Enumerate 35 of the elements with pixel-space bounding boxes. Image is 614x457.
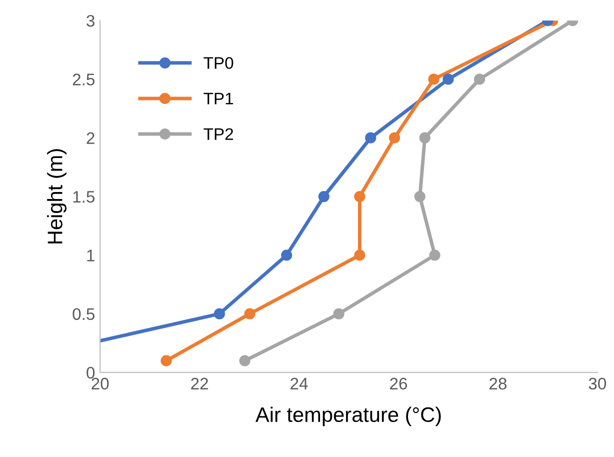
point xyxy=(419,132,430,144)
legend-label: TP0 xyxy=(204,57,234,69)
point xyxy=(214,308,225,320)
y-tick-label: 1 xyxy=(87,250,94,262)
y-tick-label: 0 xyxy=(86,366,95,379)
point xyxy=(429,250,440,261)
point xyxy=(428,74,440,85)
y-tick-label: 0.5 xyxy=(72,308,95,320)
x-axis-title: Air temperature (°C) xyxy=(255,406,441,426)
point xyxy=(442,74,454,85)
point xyxy=(281,250,292,261)
point xyxy=(318,190,330,202)
x-tick-label: 28 xyxy=(490,378,506,390)
point xyxy=(239,355,250,366)
point xyxy=(414,190,426,202)
legend-label: TP2 xyxy=(204,128,234,140)
x-tick-label: 24 xyxy=(290,378,308,390)
x-tick-label: 20 xyxy=(92,378,109,390)
x-tick-label: 30 xyxy=(588,378,606,390)
x-tick-label: 22 xyxy=(191,378,208,390)
y-tick-label: 2 xyxy=(86,132,94,144)
y-tick-label: 2.5 xyxy=(72,74,95,86)
y-axis-title: Height (m) xyxy=(47,149,66,244)
point xyxy=(365,132,376,144)
point xyxy=(354,190,366,202)
point xyxy=(354,250,366,261)
point xyxy=(388,132,400,144)
y-tick-label: 1.5 xyxy=(73,191,95,203)
point xyxy=(160,355,172,366)
point xyxy=(333,308,344,320)
x-tick-label: 26 xyxy=(390,378,408,390)
y-tick-label: 3 xyxy=(86,14,94,27)
point xyxy=(474,74,486,85)
legend-label: TP1 xyxy=(204,92,234,104)
point xyxy=(244,308,256,320)
